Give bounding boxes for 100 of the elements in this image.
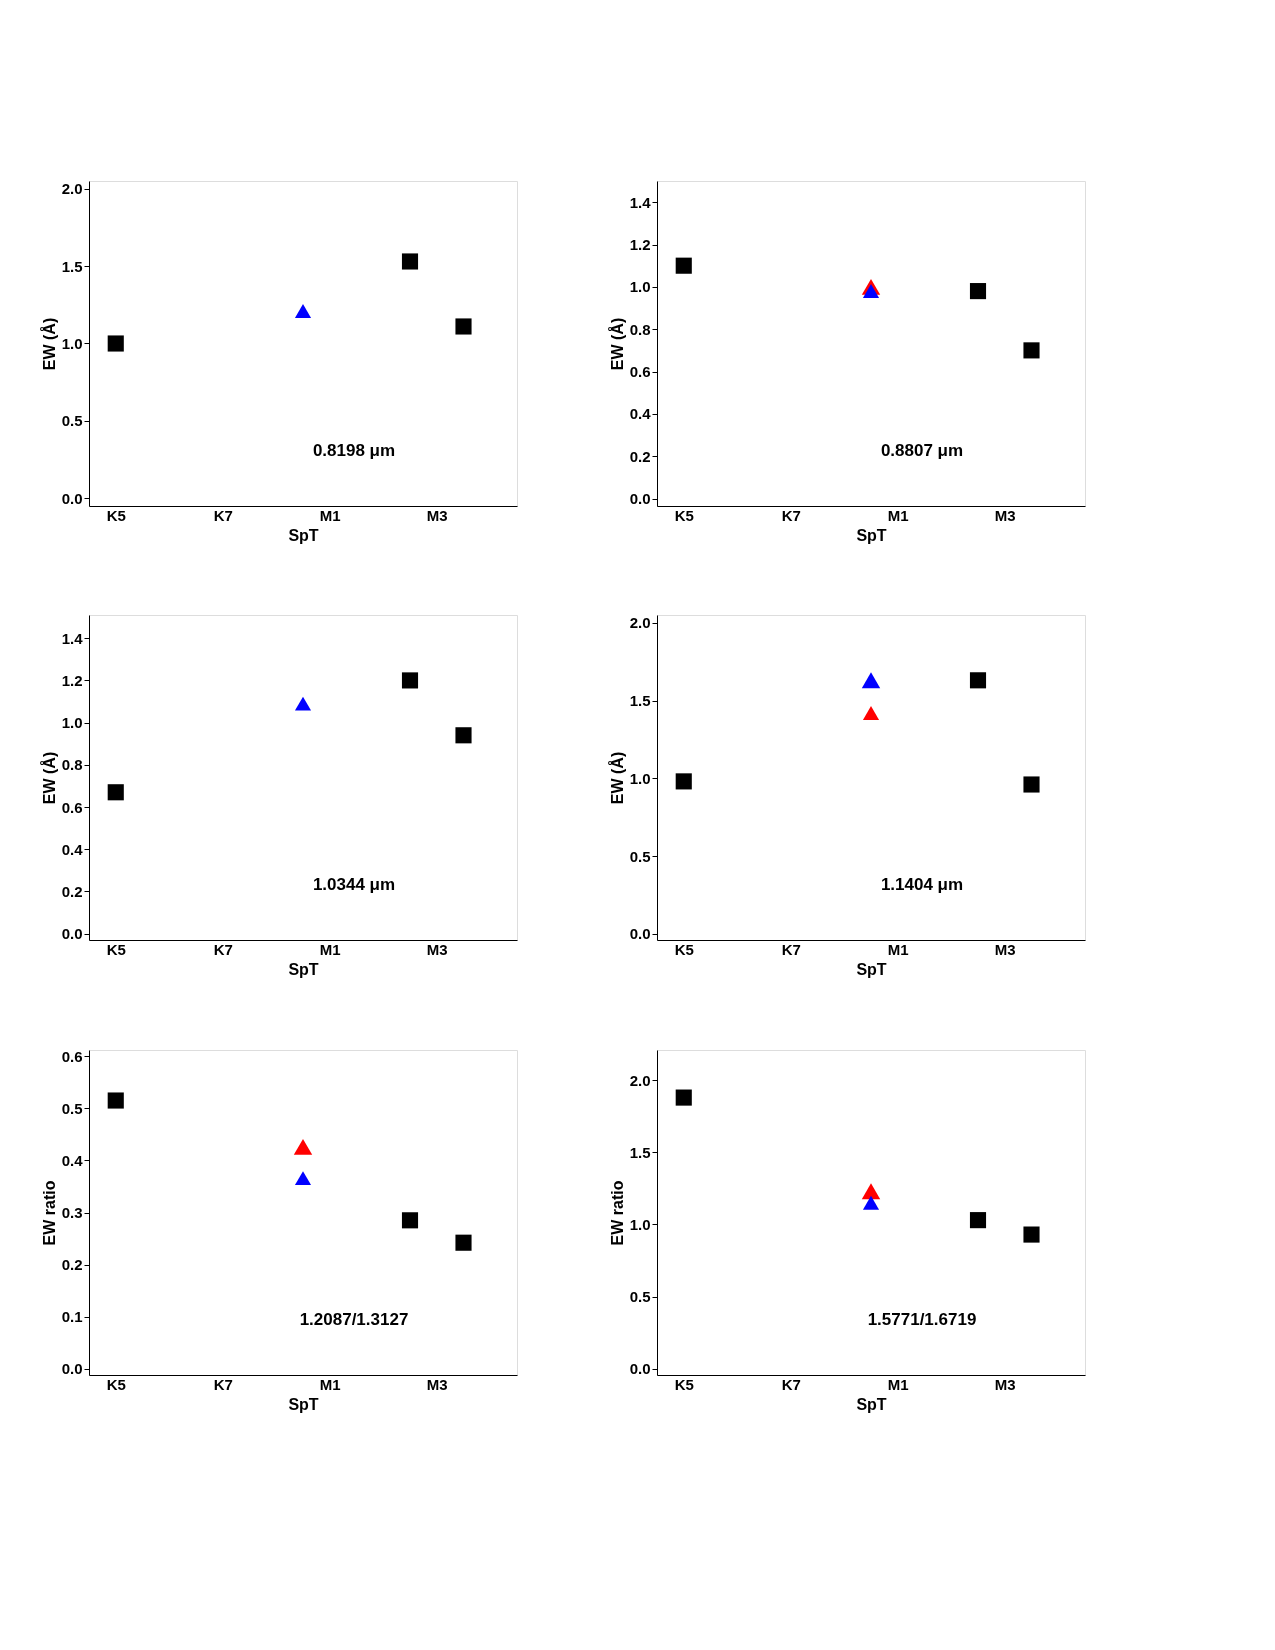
- y-tick-label: 0.5: [629, 847, 651, 865]
- point: [969, 672, 987, 689]
- point: [401, 672, 419, 689]
- y-tick-label: 0.0: [629, 1360, 651, 1378]
- x-tick-label: M3: [426, 940, 448, 958]
- y-tick-label: 0.2: [629, 447, 651, 465]
- y-tick-label: 1.0: [61, 335, 83, 352]
- y-tick-label: 0.8: [629, 320, 651, 338]
- x-tick-label: M1: [319, 940, 341, 958]
- point: [1023, 776, 1040, 793]
- point: [401, 1212, 419, 1229]
- annotation: 0.8198 μm: [312, 441, 396, 460]
- y-tick-label: 0.1: [61, 1308, 83, 1326]
- point: [675, 1089, 692, 1106]
- y-tick-label: 2.0: [629, 1071, 651, 1089]
- point: [107, 1092, 124, 1109]
- y-axis-title: EW (Å): [39, 751, 58, 805]
- y-axis-title: EW (Å): [39, 317, 58, 371]
- y-tick-label: 0.2: [61, 882, 83, 900]
- annotation: 1.2087/1.3127: [299, 1310, 409, 1329]
- y-tick-label: 0.8: [61, 756, 83, 774]
- y-tick-label: 0.0: [61, 489, 83, 507]
- y-tick-label: 0.2: [61, 1256, 83, 1274]
- x-tick-label: K7: [213, 506, 233, 524]
- point: [675, 773, 692, 790]
- point: [675, 257, 692, 274]
- y-tick-label: 0.0: [629, 925, 651, 943]
- x-tick-label: M3: [426, 1375, 448, 1393]
- point: [1023, 342, 1040, 359]
- y-tick-label: 0.4: [61, 840, 84, 858]
- x-axis-title: SpT: [288, 1395, 319, 1413]
- y-tick-label: 2.0: [629, 614, 651, 632]
- x-tick-label: K7: [781, 1375, 801, 1393]
- x-tick-label: M1: [887, 940, 909, 958]
- y-tick-label: 0.0: [629, 490, 651, 508]
- x-axis-title: SpT: [856, 960, 887, 978]
- y-tick-label: 0.6: [629, 363, 651, 381]
- x-tick-label: M3: [994, 506, 1016, 524]
- x-tick-label: M3: [426, 506, 448, 524]
- point: [862, 705, 880, 720]
- point: [861, 1183, 881, 1200]
- point: [1023, 1226, 1040, 1243]
- y-tick-label: 1.0: [629, 278, 651, 296]
- y-tick-label: 2.0: [61, 180, 83, 198]
- y-tick-label: 1.4: [61, 629, 84, 647]
- x-axis-title: SpT: [856, 526, 887, 544]
- y-tick-label: 1.4: [629, 193, 652, 211]
- y-axis-title: EW (Å): [607, 751, 626, 805]
- point: [107, 784, 124, 801]
- y-tick-label: 1.0: [629, 769, 651, 787]
- y-axis-title: EW (Å): [607, 317, 626, 371]
- x-tick-label: M3: [994, 940, 1016, 958]
- x-tick-label: K5: [674, 506, 694, 524]
- point: [294, 696, 312, 711]
- x-tick-label: K7: [781, 940, 801, 958]
- y-tick-label: 0.6: [61, 798, 83, 816]
- y-tick-label: 1.0: [629, 1215, 651, 1233]
- point: [455, 318, 472, 335]
- x-tick-label: K5: [106, 940, 126, 958]
- annotation: 0.8807 μm: [880, 441, 964, 460]
- x-tick-label: K5: [674, 1375, 694, 1393]
- point: [294, 304, 312, 318]
- annotation: 1.5771/1.6719: [867, 1310, 977, 1329]
- y-tick-label: 0.4: [61, 1151, 84, 1169]
- y-tick-label: 1.2: [629, 236, 651, 254]
- y-tick-label: 1.0: [61, 714, 83, 732]
- x-tick-label: K5: [674, 940, 694, 958]
- annotation: 1.1404 μm: [880, 875, 964, 894]
- point: [455, 727, 472, 744]
- x-tick-label: M1: [887, 1375, 909, 1393]
- x-tick-label: M1: [319, 1375, 341, 1393]
- x-tick-label: K7: [213, 940, 233, 958]
- point: [969, 1212, 987, 1229]
- y-tick-label: 1.5: [629, 692, 651, 710]
- annotation: 1.0344 μm: [312, 875, 396, 894]
- point: [107, 335, 124, 352]
- point: [862, 1195, 880, 1210]
- y-tick-label: 1.2: [61, 671, 83, 689]
- x-tick-label: K5: [106, 506, 126, 524]
- y-tick-label: 0.5: [61, 1099, 83, 1117]
- y-tick-label: 0.5: [61, 412, 83, 430]
- y-tick-label: 1.5: [629, 1143, 651, 1161]
- point: [294, 1171, 312, 1186]
- point: [455, 1234, 472, 1251]
- point: [293, 1138, 313, 1155]
- x-axis-title: SpT: [856, 1395, 887, 1413]
- y-tick-label: 0.5: [629, 1288, 651, 1306]
- point: [969, 283, 987, 300]
- x-tick-label: M1: [887, 506, 909, 524]
- x-tick-label: M1: [319, 506, 341, 524]
- x-tick-label: K7: [213, 1375, 233, 1393]
- y-axis-title: EW ratio: [40, 1180, 58, 1246]
- y-tick-label: 0.3: [61, 1204, 83, 1221]
- x-axis-title: SpT: [288, 960, 319, 978]
- y-tick-label: 0.4: [629, 405, 652, 423]
- x-tick-label: K5: [106, 1375, 126, 1393]
- point: [862, 284, 880, 299]
- y-tick-label: 0.6: [61, 1047, 83, 1065]
- point: [401, 253, 419, 270]
- x-tick-label: K7: [781, 506, 801, 524]
